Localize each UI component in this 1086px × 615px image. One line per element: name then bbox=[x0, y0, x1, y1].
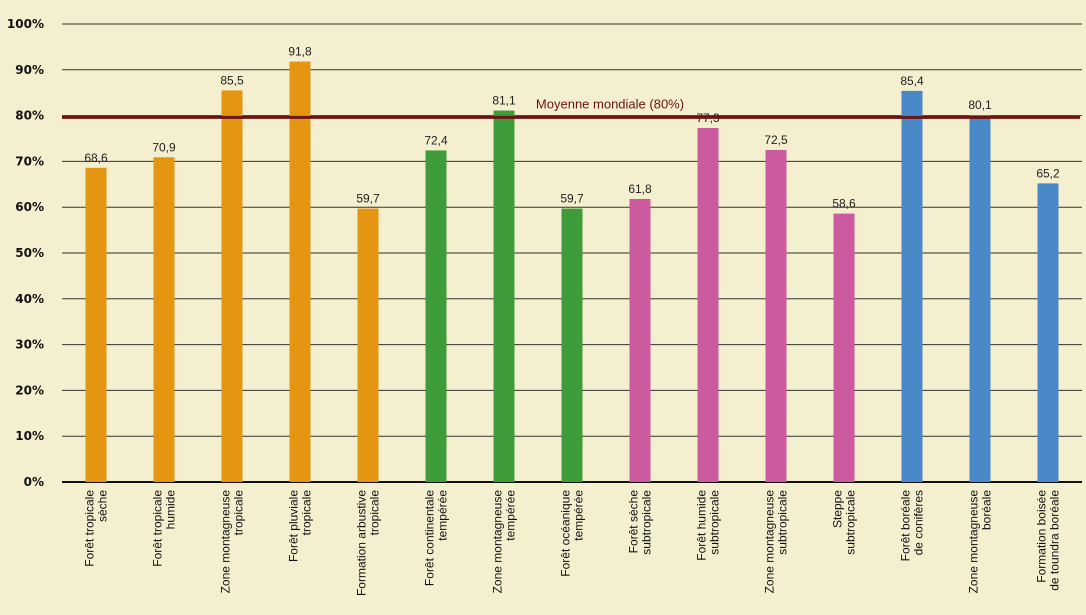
value-label: 85,5 bbox=[220, 73, 244, 87]
bar bbox=[901, 90, 923, 483]
x-tick-label-line: humide bbox=[164, 490, 178, 530]
bar bbox=[969, 115, 991, 482]
x-tick-label-line: Steppe bbox=[831, 490, 845, 528]
x-tick-label-line: Formation arbustive bbox=[355, 490, 369, 596]
x-tick-label-line: Zone montagneuse bbox=[219, 490, 233, 594]
x-tick-label-line: tropicale bbox=[300, 490, 314, 536]
y-tick-label: 40% bbox=[15, 292, 44, 306]
x-tick-label-line: Formation boisée bbox=[1035, 490, 1049, 583]
x-tick-label-line: subtropicale bbox=[708, 490, 722, 555]
bar bbox=[357, 208, 379, 482]
y-tick-label: 80% bbox=[15, 109, 44, 123]
x-tick-label-line: de toundra boréale bbox=[1048, 490, 1062, 591]
x-tick-label-line: Zone montagneuse bbox=[967, 490, 981, 594]
x-tick-label-line: Forêt continentale bbox=[423, 490, 437, 586]
y-tick-label: 30% bbox=[15, 338, 44, 352]
bar bbox=[697, 127, 719, 482]
x-tick-label-line: subtropicale bbox=[640, 490, 654, 555]
value-labels: 68,670,985,591,859,772,481,159,761,877,3… bbox=[84, 45, 1060, 211]
reference-line-group: Moyenne mondiale (80%) bbox=[62, 96, 1080, 119]
value-label: 85,4 bbox=[900, 74, 924, 88]
y-tick-label: 70% bbox=[15, 154, 44, 168]
value-label: 61,8 bbox=[628, 182, 652, 196]
x-tick-label: Zone montagneuse tropicale bbox=[219, 490, 246, 594]
x-tick-label-line: Zone montagneuse bbox=[491, 490, 505, 594]
x-tick-label: Zone montagneuse tempérée bbox=[491, 490, 518, 594]
bar bbox=[289, 61, 311, 482]
y-tick-label: 10% bbox=[15, 429, 44, 443]
x-tick-label-line: tropicale bbox=[232, 490, 246, 536]
x-axis-labels: Forêt tropicale sèche Forêt tropicale humid… bbox=[83, 490, 1062, 596]
x-tick-label: Forêt sèche subtropicale bbox=[627, 490, 654, 555]
x-tick-label-line: boréale bbox=[980, 490, 994, 530]
x-tick-label-line: Forêt humide bbox=[695, 490, 709, 561]
value-label: 81,1 bbox=[492, 94, 516, 108]
x-tick-label-line: Forêt sèche bbox=[627, 490, 641, 554]
value-label: 59,7 bbox=[560, 192, 584, 206]
reference-line-label: Moyenne mondiale (80%) bbox=[536, 96, 684, 111]
bar bbox=[1037, 183, 1059, 482]
bar bbox=[85, 167, 107, 482]
x-tick-label-line: Forêt pluviale bbox=[287, 490, 301, 562]
bar bbox=[833, 213, 855, 482]
bar bbox=[493, 110, 515, 482]
bar bbox=[629, 198, 651, 482]
x-tick-label: Steppe subtropicale bbox=[831, 490, 858, 555]
x-tick-label: Forêt boréale de conifères bbox=[899, 490, 926, 562]
bars bbox=[85, 61, 1059, 483]
x-tick-label-line: Forêt tropicale bbox=[83, 490, 97, 567]
x-tick-label-line: subtropicale bbox=[844, 490, 858, 555]
value-label: 72,4 bbox=[424, 133, 448, 147]
x-tick-label-line: tempérée bbox=[504, 490, 518, 541]
y-tick-label: 0% bbox=[24, 475, 44, 489]
x-tick-label: Forêt océanique tempérée bbox=[559, 490, 586, 577]
x-tick-label-line: sèche bbox=[96, 490, 110, 522]
bar bbox=[221, 90, 243, 482]
y-tick-label: 100% bbox=[7, 17, 44, 31]
bar bbox=[765, 149, 787, 482]
y-tick-label: 90% bbox=[15, 63, 44, 77]
x-tick-label: Forêt pluviale tropicale bbox=[287, 490, 314, 562]
x-tick-label: Forêt humide subtropicale bbox=[695, 490, 722, 561]
y-tick-label: 60% bbox=[15, 200, 44, 214]
value-label: 65,2 bbox=[1036, 166, 1060, 180]
bar bbox=[561, 208, 583, 482]
x-tick-label: Zone montagneuse boréale bbox=[967, 490, 994, 594]
value-label: 58,6 bbox=[832, 197, 856, 211]
x-tick-label-line: tropicale bbox=[368, 490, 382, 536]
x-tick-label: Zone montagneuse subtropicale bbox=[763, 490, 790, 594]
value-label: 68,6 bbox=[84, 151, 108, 165]
value-label: 91,8 bbox=[288, 45, 312, 59]
value-label: 80,1 bbox=[968, 98, 992, 112]
x-tick-label-line: tempérée bbox=[572, 490, 586, 541]
x-tick-label-line: Forêt océanique bbox=[559, 490, 573, 577]
value-label: 72,5 bbox=[764, 133, 788, 147]
x-tick-label: Formation boisée de toundra boréale bbox=[1035, 490, 1062, 591]
value-label: 70,9 bbox=[152, 140, 176, 154]
x-tick-label-line: subtropicale bbox=[776, 490, 790, 555]
y-tick-label: 50% bbox=[15, 246, 44, 260]
bar bbox=[153, 157, 175, 482]
x-tick-label: Forêt tropicale humide bbox=[151, 490, 178, 567]
bar bbox=[425, 150, 447, 482]
x-tick-label-line: de conifères bbox=[912, 490, 926, 555]
value-label: 59,7 bbox=[356, 192, 380, 206]
y-axis: 0% 10% 20% 30% 40% 50% 60% 70% 80% 90% 100% bbox=[7, 17, 44, 489]
x-tick-label-line: Zone montagneuse bbox=[763, 490, 777, 594]
x-tick-label: Formation arbustive tropicale bbox=[355, 490, 382, 596]
x-tick-label-line: Forêt tropicale bbox=[151, 490, 165, 567]
x-tick-label: Forêt continentale tempérée bbox=[423, 490, 450, 586]
x-tick-label-line: tempérée bbox=[436, 490, 450, 541]
x-tick-label: Forêt tropicale sèche bbox=[83, 490, 110, 567]
y-tick-label: 20% bbox=[15, 383, 44, 397]
x-tick-label-line: Forêt boréale bbox=[899, 490, 913, 562]
